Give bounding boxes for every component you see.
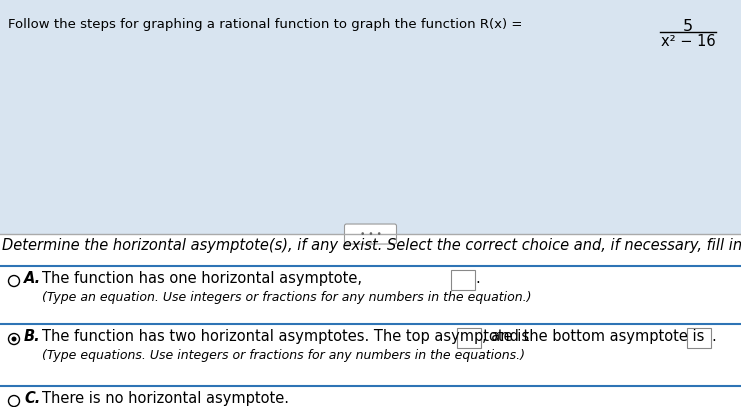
Circle shape — [12, 337, 16, 341]
Text: 5: 5 — [683, 19, 693, 34]
Text: .: . — [475, 271, 479, 286]
Text: Determine the horizontal asymptote(s), if any exist. Select the correct choice a: Determine the horizontal asymptote(s), i… — [2, 238, 741, 253]
Text: C.: C. — [24, 391, 40, 406]
Bar — [0, 0, 741, 234]
Text: A.: A. — [24, 271, 41, 286]
Text: The function has one horizontal asymptote,: The function has one horizontal asymptot… — [42, 271, 362, 286]
Text: (Type equations. Use integers or fractions for any numbers in the equations.): (Type equations. Use integers or fractio… — [42, 349, 525, 362]
FancyBboxPatch shape — [687, 328, 711, 348]
Text: B.: B. — [24, 329, 41, 344]
Bar — [0, 234, 741, 407]
Text: (Type an equation. Use integers or fractions for any numbers in the equation.): (Type an equation. Use integers or fract… — [42, 291, 531, 304]
Text: .: . — [711, 329, 716, 344]
FancyBboxPatch shape — [457, 328, 481, 348]
FancyBboxPatch shape — [345, 224, 396, 244]
Text: x² − 16: x² − 16 — [661, 34, 715, 49]
Text: There is no horizontal asymptote.: There is no horizontal asymptote. — [42, 391, 289, 406]
Text: Follow the steps for graphing a rational function to graph the function R(x) =: Follow the steps for graphing a rational… — [8, 18, 522, 31]
FancyBboxPatch shape — [451, 270, 475, 290]
Text: The function has two horizontal asymptotes. The top asymptote is: The function has two horizontal asymptot… — [42, 329, 529, 344]
Text: • • •: • • • — [359, 230, 382, 239]
Text: , and the bottom asymptote is: , and the bottom asymptote is — [482, 329, 705, 344]
